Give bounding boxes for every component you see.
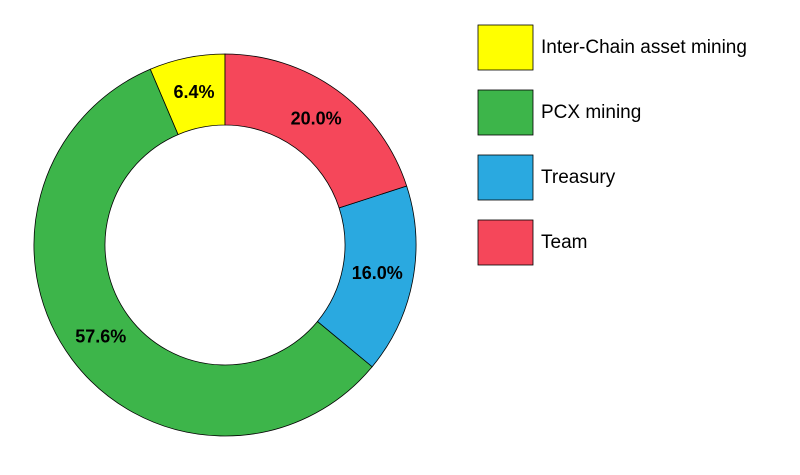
legend-swatch: [477, 89, 534, 136]
slice-label: 6.4%: [174, 82, 215, 102]
donut-slice: [224, 53, 408, 209]
slice-label: 57.6%: [75, 326, 126, 346]
legend-label: Treasury: [541, 167, 616, 188]
legend-swatch: [477, 154, 534, 201]
legend-swatch: [477, 24, 534, 71]
legend-label: Team: [541, 232, 587, 253]
legend-label: PCX mining: [541, 102, 641, 123]
legend-swatch: [477, 219, 534, 266]
donut-slice: [33, 68, 373, 437]
slice-label: 16.0%: [352, 263, 403, 283]
legend-label: Inter-Chain asset mining: [541, 37, 747, 58]
slice-label: 20.0%: [291, 108, 342, 128]
